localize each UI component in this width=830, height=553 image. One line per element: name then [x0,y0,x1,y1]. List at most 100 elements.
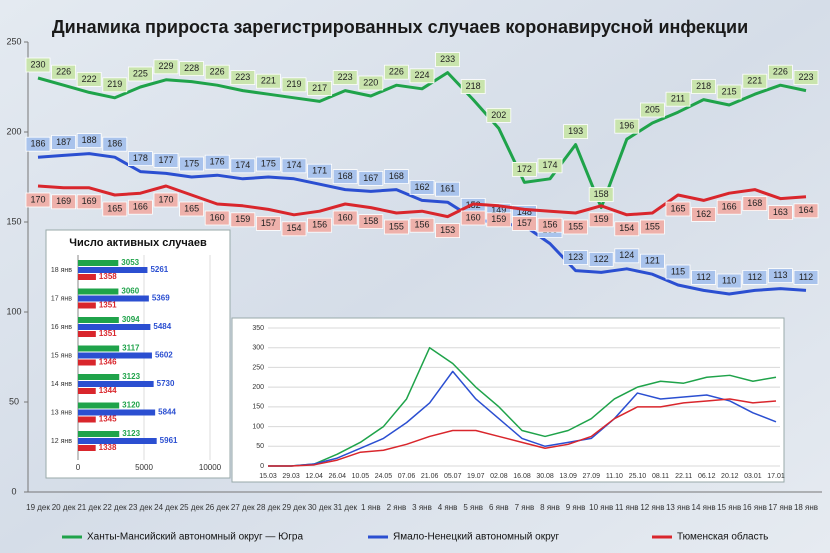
data-label: 218 [466,81,481,91]
data-label-box [691,206,716,222]
x-tick-label: 20 дек [52,503,76,512]
data-label-box [793,269,819,285]
bar [78,274,96,280]
data-label-box [383,219,409,235]
data-label: 159 [594,214,609,224]
data-label: 157 [261,218,276,228]
data-label: 219 [107,79,122,89]
data-label: 228 [184,63,199,73]
data-label: 113 [773,270,787,280]
data-label: 233 [440,54,455,64]
data-label: 110 [722,275,736,285]
data-label-box [332,210,358,226]
bar [78,295,149,302]
x-tick-label: 13.09 [559,473,577,480]
data-label-box [665,91,691,107]
data-label-box [102,201,128,217]
data-label-box [768,268,793,284]
x-tick-label: 08.11 [652,473,669,480]
data-label-box [665,201,691,217]
data-label: 178 [133,153,148,163]
data-label-box [204,64,230,80]
data-label-box [409,217,435,233]
data-label-box [179,201,205,217]
y-tick-label: 50 [256,443,264,450]
data-label: 161 [440,184,455,194]
data-label: 224 [414,70,429,80]
bar [78,402,120,409]
data-label: 5961 [160,436,178,445]
data-label-box [640,253,665,269]
x-tick-label: 1 янв [361,503,381,512]
y-tick-label: 200 [6,126,21,136]
data-label: 156 [312,220,327,230]
data-label: 167 [363,173,378,183]
data-label: 155 [645,221,660,231]
x-tick-label: 11 янв [615,503,639,512]
x-tick-label: 15.03 [259,473,277,480]
data-label: 168 [338,171,353,181]
x-tick-label: 06.12 [698,473,716,480]
y-tick-label: 50 [9,396,19,406]
data-label: 5602 [155,351,173,360]
data-label: 3120 [122,401,140,410]
series-line [37,184,807,219]
x-tick-label: 5000 [135,463,153,472]
x-tick-label: 3 янв [412,503,432,512]
data-label: 220 [363,77,378,87]
data-label: 202 [491,110,506,120]
data-label: 121 [645,256,660,266]
data-label-box [768,64,793,80]
x-tick-label: 18 янв [794,503,818,512]
x-tick-label: 16.08 [513,473,531,480]
x-tick-label: 31 дек [333,503,357,512]
data-label-box [204,154,230,170]
data-label: 1351 [99,301,117,310]
data-label: 158 [594,189,609,199]
x-tick-label: 22 дек [103,503,127,512]
data-label: 165 [107,203,122,213]
bar [78,324,151,330]
data-label: 162 [414,182,429,192]
data-label: 166 [133,202,148,212]
data-label-box [332,169,358,185]
data-label-box [716,199,742,215]
series-line [37,71,807,210]
data-label-box [537,158,563,174]
data-label: 160 [210,212,225,222]
data-label: 170 [30,194,45,204]
x-tick-label: 7 янв [515,503,535,512]
bar [78,267,148,273]
data-label-box [614,248,640,264]
data-label-box [691,269,716,285]
data-label: 223 [798,72,813,82]
data-label: 226 [389,67,404,77]
x-tick-label: 16 янв [743,503,767,512]
data-label-box [768,205,793,221]
x-tick-label: 28 дек [257,503,281,512]
x-tick-label: 12.04 [305,473,323,480]
data-label-box [358,75,384,91]
data-label-box [588,212,614,228]
data-label: 3053 [121,258,139,267]
data-label: 163 [773,207,788,217]
data-label: 172 [517,164,532,174]
data-label: 157 [517,218,532,228]
data-label-box [435,181,461,197]
data-label: 218 [696,81,711,91]
data-label: 205 [645,104,660,114]
data-label-box [716,84,742,100]
x-tick-label: 29 дек [282,503,306,512]
data-label-box [281,77,307,93]
data-label: 1358 [99,272,117,281]
data-label: 154 [286,223,301,233]
data-label-box [358,214,384,230]
data-label: 3123 [122,429,140,438]
bar [78,381,154,387]
data-label: 186 [107,139,122,149]
data-label-box [127,199,153,215]
x-tick-label: 20.12 [721,473,739,480]
data-label: 226 [773,67,788,77]
x-tick-label: 26.04 [329,473,347,480]
data-label: 159 [491,214,506,224]
